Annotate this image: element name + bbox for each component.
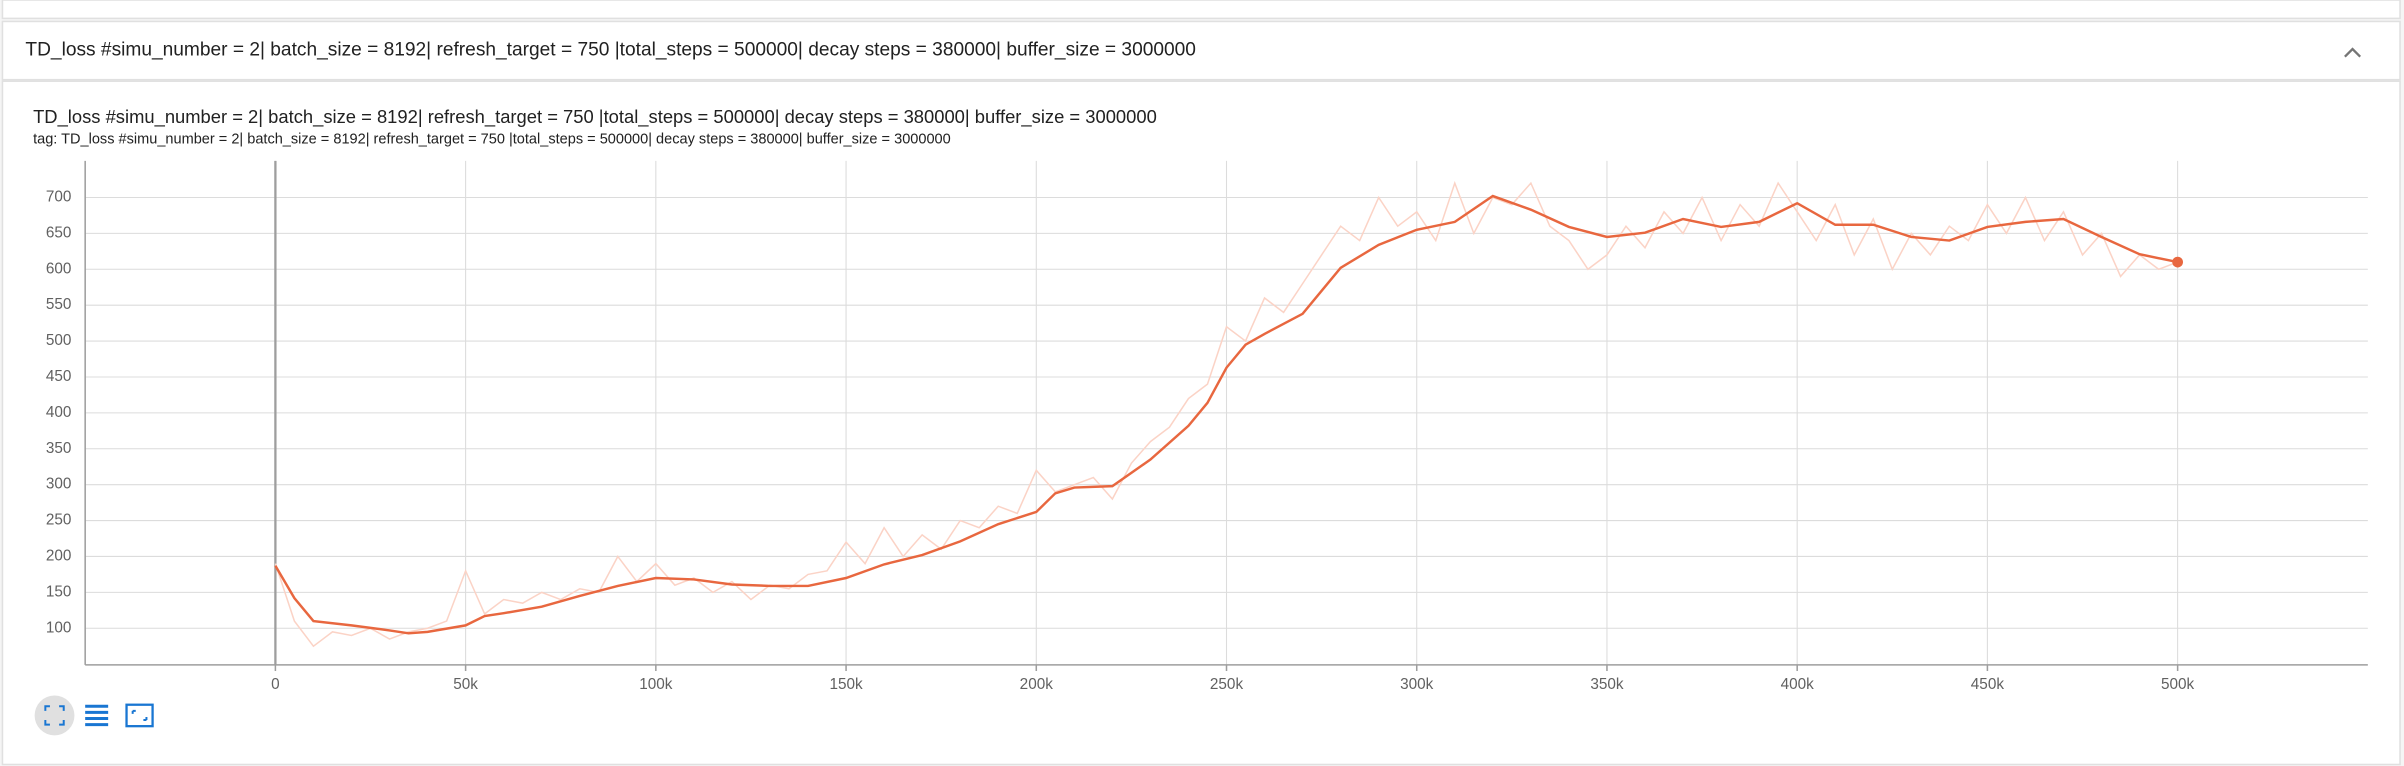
data-table-button[interactable] [85,704,109,727]
collapse-icon[interactable] [2344,47,2362,58]
series-line [274,194,2178,635]
card-header-title: TD_loss #simu_number = 2| batch_size = 8… [25,40,1196,61]
x-tick-label: 100k [639,676,673,693]
y-tick-label: 450 [46,368,72,385]
chart-title: TD_loss #simu_number = 2| batch_size = 8… [33,106,1157,128]
x-tick-label: 450k [1971,676,2005,693]
y-tick-label: 100 [46,619,72,636]
x-tick-label: 50k [453,676,478,693]
series-line [274,180,2178,648]
y-tick-label: 150 [46,583,72,600]
chart-subtitle: tag: TD_loss #simu_number = 2| batch_siz… [33,131,951,147]
y-tick-label: 650 [46,224,72,241]
expand-button[interactable] [125,703,154,728]
x-tick-label: 400k [1781,676,1815,693]
x-tick-label: 150k [829,676,863,693]
previous-card [1,0,2401,20]
fit-domain-icon [44,705,65,726]
x-tick-label: 300k [1400,676,1434,693]
plot: 100 150 200 250 300 350 400 450 500 550 600 650 700 0… [46,160,2368,693]
y-tick-label: 600 [46,260,72,277]
x-tick-label: 200k [1020,676,1054,693]
fit-domain-button[interactable] [34,695,75,736]
y-tick-label: 200 [46,548,72,565]
y-tick-label: 250 [46,512,72,529]
x-tick-label: 0 [271,676,280,693]
y-tick-label: 700 [46,189,72,206]
x-tick-label: 250k [1210,676,1244,693]
y-tick-label: 550 [46,296,72,313]
y-tick-label: 400 [46,404,72,421]
y-tick-label: 500 [46,332,72,349]
end-point [2172,256,2183,268]
x-tick-label: 350k [1590,676,1624,693]
y-tick-label: 300 [46,476,72,493]
y-tick-label: 350 [46,440,72,457]
card-header[interactable] [1,20,2401,81]
card-body [1,80,2401,766]
x-tick-label: 500k [2161,676,2195,693]
expand-icon [131,709,148,722]
